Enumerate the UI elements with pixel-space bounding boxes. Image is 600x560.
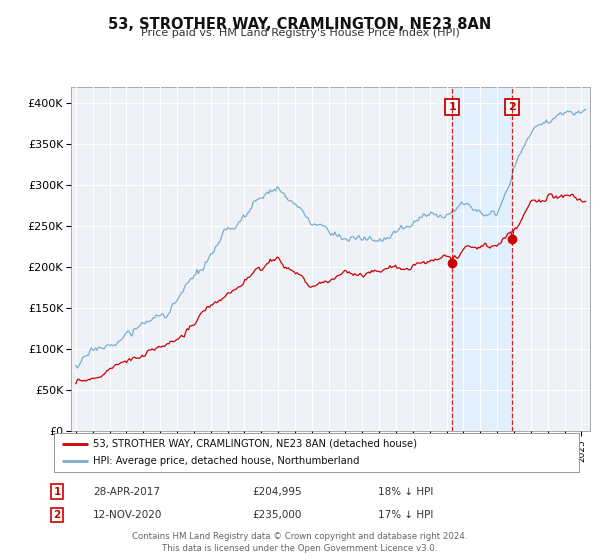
Bar	[452, 87, 512, 431]
Text: £204,995: £204,995	[252, 487, 302, 497]
Text: 28-APR-2017: 28-APR-2017	[93, 487, 160, 497]
Text: 12-NOV-2020: 12-NOV-2020	[93, 510, 163, 520]
Text: 2: 2	[53, 510, 61, 520]
Text: 18% ↓ HPI: 18% ↓ HPI	[378, 487, 433, 497]
Text: 17% ↓ HPI: 17% ↓ HPI	[378, 510, 433, 520]
Text: 1: 1	[448, 102, 456, 113]
Text: 53, STROTHER WAY, CRAMLINGTON, NE23 8AN: 53, STROTHER WAY, CRAMLINGTON, NE23 8AN	[109, 17, 491, 32]
Text: Price paid vs. HM Land Registry's House Price Index (HPI): Price paid vs. HM Land Registry's House …	[140, 28, 460, 38]
Text: 2: 2	[508, 102, 515, 113]
Text: 1: 1	[53, 487, 61, 497]
Text: HPI: Average price, detached house, Northumberland: HPI: Average price, detached house, Nort…	[94, 456, 360, 466]
Text: Contains HM Land Registry data © Crown copyright and database right 2024.
This d: Contains HM Land Registry data © Crown c…	[132, 533, 468, 553]
Text: 53, STROTHER WAY, CRAMLINGTON, NE23 8AN (detached house): 53, STROTHER WAY, CRAMLINGTON, NE23 8AN …	[94, 438, 418, 449]
Text: £235,000: £235,000	[252, 510, 301, 520]
